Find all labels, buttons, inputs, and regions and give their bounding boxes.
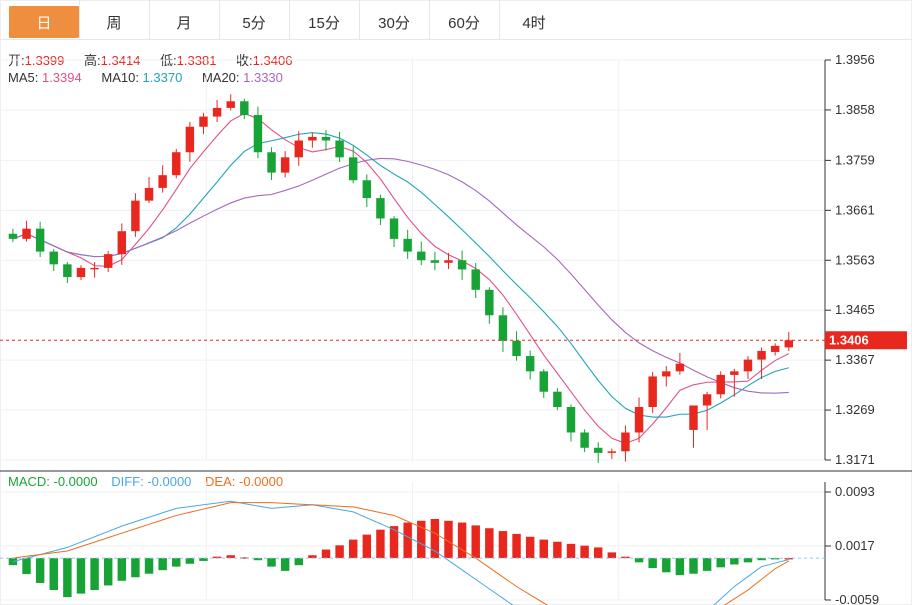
svg-text:1.3661: 1.3661	[835, 202, 875, 217]
svg-text:-0.0059: -0.0059	[835, 592, 879, 605]
svg-text:1.3367: 1.3367	[835, 352, 875, 367]
svg-text:1.3171: 1.3171	[835, 452, 875, 467]
svg-text:1.3956: 1.3956	[835, 52, 875, 67]
svg-text:1.3759: 1.3759	[835, 152, 875, 167]
svg-text:0.0017: 0.0017	[835, 538, 875, 553]
svg-text:1.3563: 1.3563	[835, 252, 875, 267]
svg-text:1.3269: 1.3269	[835, 402, 875, 417]
svg-text:0.0093: 0.0093	[835, 484, 875, 499]
svg-text:1.3858: 1.3858	[835, 102, 875, 117]
svg-text:1.3406: 1.3406	[829, 332, 869, 347]
svg-text:1.3465: 1.3465	[835, 302, 875, 317]
